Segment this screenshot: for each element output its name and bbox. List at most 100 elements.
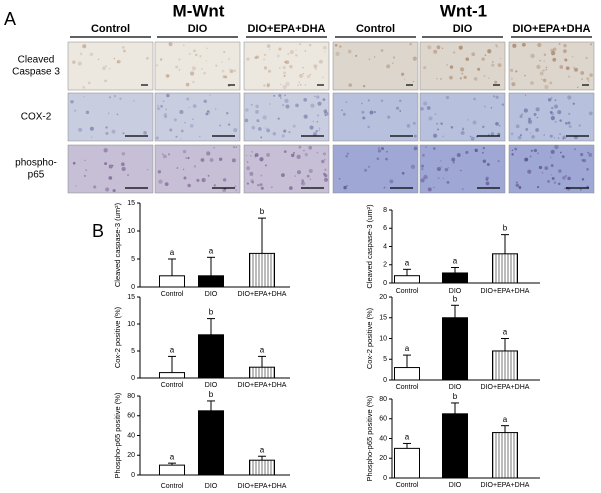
micrograph-texture xyxy=(471,52,476,57)
micrograph-texture xyxy=(159,58,163,61)
micrograph-texture xyxy=(436,122,439,125)
micrograph-texture xyxy=(469,135,472,138)
micrograph-texture xyxy=(322,45,327,50)
micrograph-texture xyxy=(303,149,305,152)
micrograph-texture xyxy=(550,149,555,155)
micrograph-texture xyxy=(127,174,130,177)
micrograph-texture xyxy=(89,52,94,57)
micrograph-texture xyxy=(524,157,529,162)
micrograph-texture xyxy=(410,164,416,169)
micrograph-texture xyxy=(102,66,106,70)
micrograph-texture xyxy=(521,113,523,116)
micrograph-texture xyxy=(251,181,254,184)
micrograph xyxy=(67,41,154,91)
micrograph-texture xyxy=(554,104,558,109)
micrograph-texture xyxy=(287,53,289,55)
bar xyxy=(159,464,185,476)
micrograph-texture xyxy=(550,156,552,158)
micrograph-texture xyxy=(550,116,555,121)
micrograph-texture xyxy=(381,147,384,151)
micrograph-texture xyxy=(176,167,179,169)
micrograph-texture xyxy=(545,66,548,69)
micrograph-texture xyxy=(108,176,113,180)
micrograph-texture xyxy=(221,61,223,63)
micrograph-texture xyxy=(227,58,230,61)
micrograph-texture xyxy=(377,149,382,153)
micrograph-texture xyxy=(562,49,567,54)
row-label: Cleaved xyxy=(18,55,55,66)
column-label: DIO xyxy=(453,23,473,35)
micrograph-texture xyxy=(104,162,108,166)
micrograph-texture xyxy=(497,160,500,163)
micrograph-texture xyxy=(244,118,249,123)
micrograph-texture xyxy=(519,134,522,137)
micrograph-texture xyxy=(578,124,581,127)
micrograph-texture xyxy=(427,45,432,50)
micrograph-texture xyxy=(301,179,305,183)
micrograph-texture xyxy=(587,80,590,83)
micrograph xyxy=(154,92,241,142)
significance-letter: a xyxy=(453,257,458,266)
micrograph-texture xyxy=(265,127,267,129)
x-tick-label: DIO xyxy=(449,384,462,391)
micrograph-texture xyxy=(317,101,322,106)
panel-label: A xyxy=(4,9,16,29)
micrograph-texture xyxy=(70,100,74,104)
micrograph-texture xyxy=(559,151,562,154)
micrograph-texture xyxy=(309,178,312,181)
micrograph-texture xyxy=(568,124,572,129)
micrograph-texture xyxy=(113,57,116,60)
bar xyxy=(492,350,518,381)
micrograph-texture xyxy=(524,94,527,96)
micrograph-texture xyxy=(295,103,299,108)
micrograph-texture xyxy=(262,115,267,120)
micrograph-texture xyxy=(315,130,318,133)
micrograph-texture xyxy=(105,126,108,129)
micrograph-texture xyxy=(549,81,553,85)
micrograph-texture xyxy=(108,96,112,99)
bar xyxy=(492,432,518,479)
micrograph-texture xyxy=(458,45,463,50)
y-tick-label: 60 xyxy=(127,413,135,420)
micrograph-texture xyxy=(528,117,531,121)
micrograph-texture xyxy=(222,188,226,193)
micrograph-texture xyxy=(462,128,464,131)
micrograph-texture xyxy=(165,108,167,111)
micrograph-texture xyxy=(361,110,365,114)
micrograph-texture xyxy=(495,95,499,99)
micrograph-texture xyxy=(530,53,535,59)
micrograph-texture xyxy=(428,116,433,121)
micrograph-texture xyxy=(523,108,528,113)
micrograph-texture xyxy=(147,168,149,171)
micrograph-texture xyxy=(290,153,295,158)
y-tick-label: 0 xyxy=(131,284,135,291)
micrograph-texture xyxy=(488,77,490,79)
micrograph-texture xyxy=(245,108,249,112)
micrograph-texture xyxy=(510,68,514,72)
column-label: DIO xyxy=(188,23,208,35)
bar xyxy=(198,410,224,476)
significance-letter: a xyxy=(405,433,410,442)
micrograph-texture xyxy=(246,161,249,163)
micrograph-texture xyxy=(78,127,83,132)
micrograph-texture xyxy=(108,164,113,169)
micrograph-texture xyxy=(485,176,489,180)
significance-letter: a xyxy=(170,346,175,355)
micrograph-texture xyxy=(157,104,159,107)
micrograph-texture xyxy=(246,57,250,61)
micrograph-texture xyxy=(199,55,202,58)
micrograph-texture xyxy=(294,175,296,177)
micrograph xyxy=(332,144,419,194)
micrograph-texture xyxy=(324,174,328,178)
micrograph-texture xyxy=(433,133,438,138)
micrograph-texture xyxy=(496,46,498,48)
micrograph-texture xyxy=(206,110,210,113)
micrograph-texture xyxy=(551,112,555,116)
micrograph-texture xyxy=(450,125,454,129)
micrograph-texture xyxy=(278,66,281,69)
micrograph-texture xyxy=(481,57,485,61)
micrograph-texture xyxy=(550,97,553,99)
micrograph-texture xyxy=(345,154,349,158)
x-tick-label: DIO+EPA+DHA xyxy=(238,483,287,490)
